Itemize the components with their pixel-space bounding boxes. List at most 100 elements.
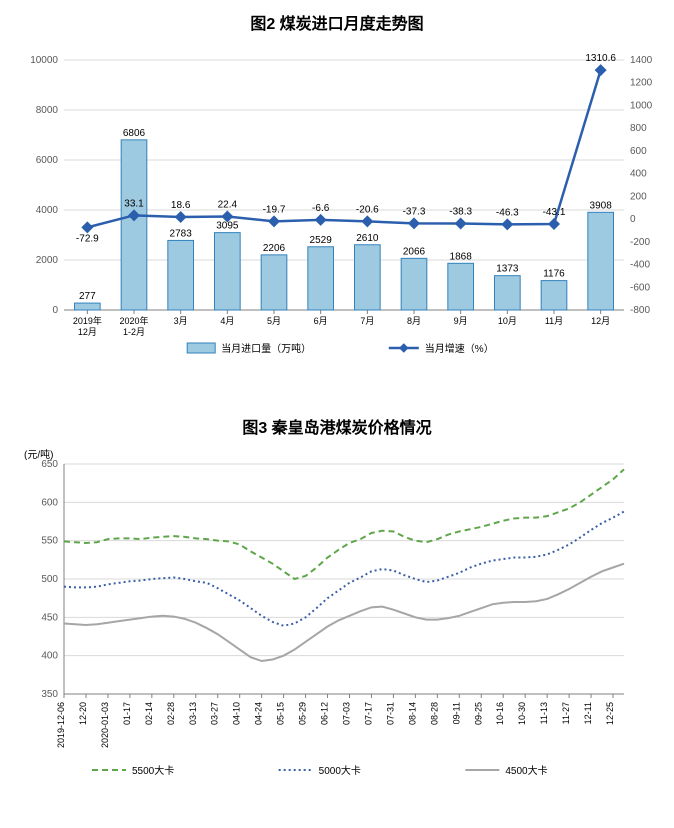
- svg-text:350: 350: [41, 689, 58, 700]
- bar: [261, 255, 287, 310]
- x-tick-label: 8月: [407, 316, 421, 326]
- line-value-label: -43.1: [543, 207, 566, 218]
- x-tick-label: 2020年: [119, 315, 148, 326]
- x-tick-label: 1-2月: [123, 327, 145, 337]
- x-tick-label: 10月: [498, 316, 517, 326]
- svg-text:-200: -200: [630, 237, 650, 248]
- series-line: [64, 512, 624, 626]
- line-marker: [455, 217, 467, 229]
- svg-text:600: 600: [630, 146, 647, 157]
- bar-label: 6806: [123, 128, 146, 139]
- svg-text:1200: 1200: [630, 78, 653, 89]
- x-tick-label: 08-14: [407, 702, 417, 725]
- x-tick-label: 11月: [545, 316, 563, 326]
- x-tick-label: 7月: [360, 316, 374, 326]
- line-marker: [595, 64, 607, 76]
- line-value-label: 18.6: [171, 200, 191, 211]
- bar-label: 1176: [543, 269, 565, 280]
- legend-line-label: 当月增速（%）: [425, 342, 494, 355]
- bar-label: 277: [79, 291, 96, 302]
- x-tick-label: 10-16: [495, 702, 505, 725]
- x-tick-label: 2020-01-03: [100, 702, 110, 748]
- series-line: [64, 564, 624, 661]
- line-value-label: -72.9: [76, 233, 99, 244]
- x-tick-label: 4月: [220, 316, 234, 326]
- bar-label: 1373: [496, 264, 519, 275]
- svg-text:550: 550: [41, 536, 58, 547]
- line-value-label: 22.4: [218, 200, 238, 211]
- line-value-label: -20.6: [356, 204, 379, 215]
- x-tick-label: 11-13: [539, 702, 549, 724]
- svg-text:400: 400: [41, 651, 58, 662]
- x-tick-label: 04-10: [232, 702, 242, 725]
- chart3-container: 图3 秦皇岛港煤炭价格情况 (元/吨)350400450500550600650…: [10, 414, 664, 788]
- line-value-label: -46.3: [496, 207, 519, 218]
- x-tick-label: 6月: [314, 316, 328, 326]
- x-tick-label: 12-20: [78, 702, 88, 725]
- line-value-label: -19.7: [263, 204, 286, 215]
- svg-text:10000: 10000: [30, 55, 58, 66]
- svg-text:0: 0: [630, 214, 636, 225]
- x-tick-label: 12-11: [583, 702, 593, 724]
- bar-label: 2610: [356, 233, 379, 244]
- svg-text:8000: 8000: [36, 105, 59, 116]
- x-tick-label: 09-25: [473, 702, 483, 725]
- svg-text:0: 0: [52, 305, 58, 316]
- x-tick-label: 9月: [454, 316, 468, 326]
- line-value-label: -37.3: [403, 206, 426, 217]
- x-tick-label: 2019年: [73, 315, 102, 326]
- x-tick-label: 12月: [78, 327, 97, 337]
- bar: [168, 240, 194, 310]
- x-tick-label: 06-12: [320, 702, 330, 725]
- line-value-label: -38.3: [449, 206, 472, 217]
- bar: [401, 258, 427, 310]
- line-marker: [501, 218, 513, 230]
- bar-label: 2066: [403, 246, 426, 257]
- x-tick-label: 10-30: [517, 702, 527, 725]
- bar: [355, 245, 381, 310]
- chart2-container: 图2 煤炭进口月度走势图 0200040006000800010000-800-…: [10, 10, 664, 384]
- svg-text:4000: 4000: [36, 205, 59, 216]
- x-tick-label: 07-03: [341, 702, 351, 725]
- x-tick-label: 12-25: [605, 702, 615, 725]
- x-tick-label: 02-14: [144, 702, 154, 725]
- line-marker: [315, 214, 327, 226]
- legend-label: 5500大卡: [132, 764, 174, 777]
- line-marker: [268, 215, 280, 227]
- svg-text:1000: 1000: [630, 100, 653, 111]
- x-tick-label: 01-17: [122, 702, 132, 725]
- svg-text:-600: -600: [630, 282, 650, 293]
- x-tick-label: 05-15: [276, 702, 286, 725]
- bar-label: 2783: [170, 228, 193, 239]
- legend-label: 4500大卡: [505, 764, 547, 777]
- x-tick-label: 08-28: [429, 702, 439, 725]
- bar: [448, 263, 474, 310]
- svg-text:650: 650: [41, 459, 58, 470]
- svg-text:-400: -400: [630, 260, 650, 271]
- legend-bar-swatch: [187, 343, 215, 353]
- svg-text:500: 500: [41, 574, 58, 585]
- bar-label: 2529: [310, 235, 333, 246]
- bar: [75, 303, 101, 310]
- svg-text:6000: 6000: [36, 155, 59, 166]
- growth-line: [87, 70, 600, 227]
- x-tick-label: 3月: [174, 316, 188, 326]
- legend-bar-label: 当月进口量（万吨）: [221, 342, 311, 355]
- x-tick-label: 04-24: [254, 702, 264, 725]
- svg-text:-800: -800: [630, 305, 650, 316]
- svg-text:800: 800: [630, 123, 647, 134]
- legend-label: 5000大卡: [319, 764, 361, 777]
- chart3-title: 图3 秦皇岛港煤炭价格情况: [10, 414, 664, 438]
- x-tick-label: 12月: [591, 316, 610, 326]
- x-tick-label: 05-29: [298, 702, 308, 725]
- x-tick-label: 2019-12-06: [56, 702, 66, 748]
- bar: [308, 247, 334, 310]
- bar-label: 2206: [263, 243, 286, 254]
- svg-text:200: 200: [630, 191, 647, 202]
- bar-label: 1868: [450, 251, 473, 262]
- bar: [495, 276, 521, 310]
- x-tick-label: 5月: [267, 316, 281, 326]
- x-tick-label: 11-27: [561, 702, 571, 724]
- bar: [215, 233, 241, 310]
- bar: [121, 140, 147, 310]
